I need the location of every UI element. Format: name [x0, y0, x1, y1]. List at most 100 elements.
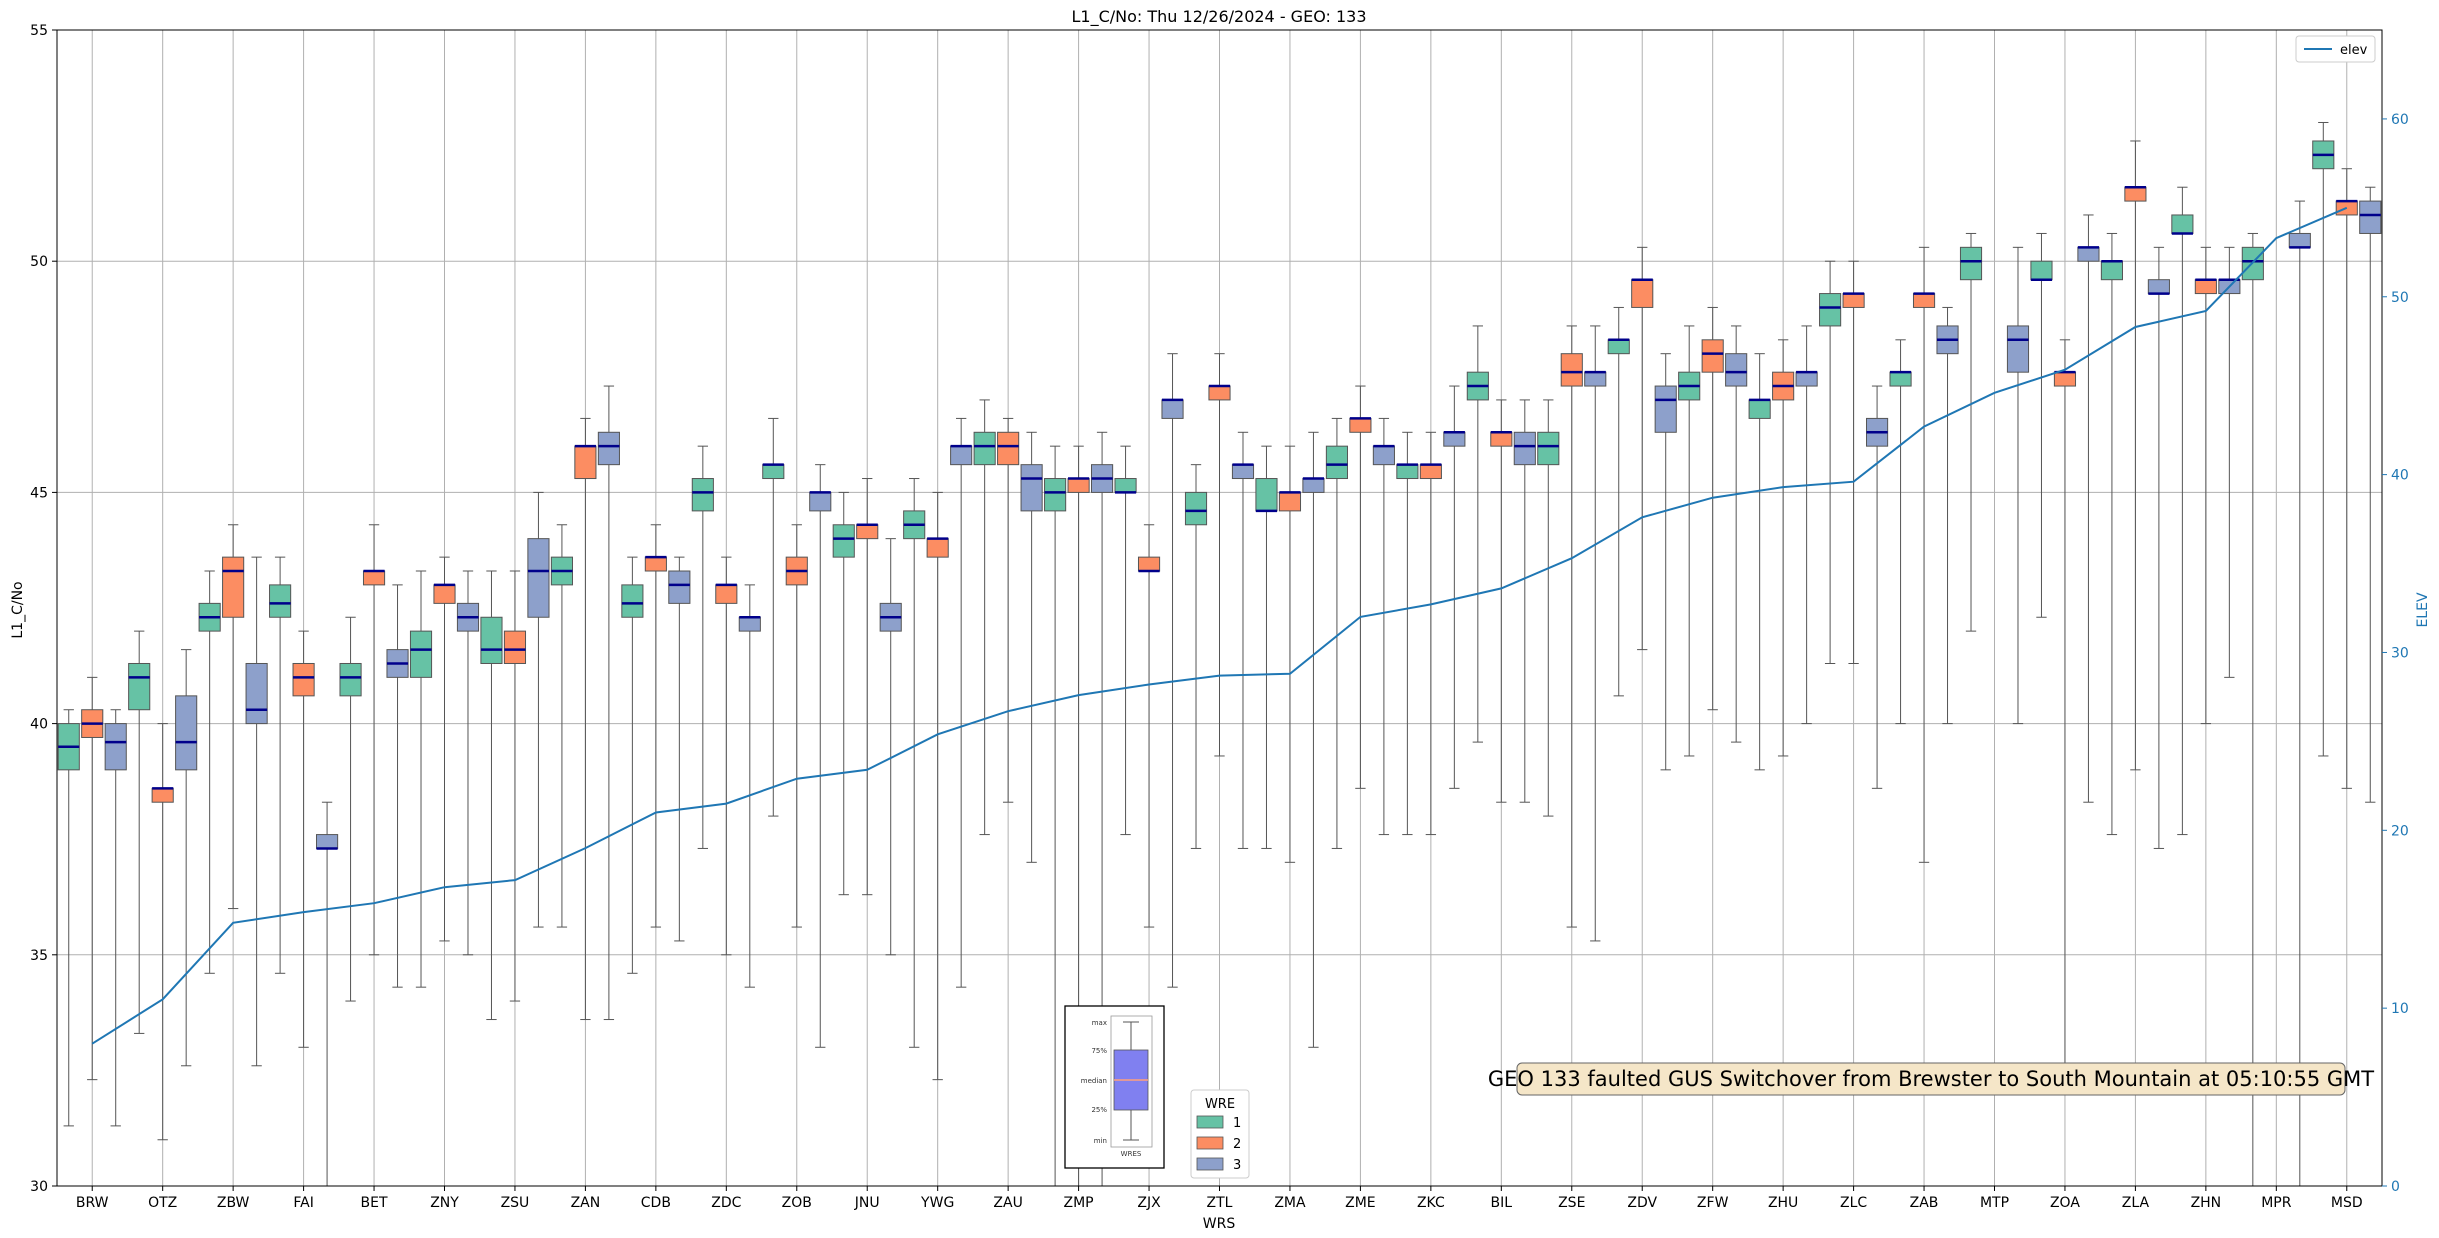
box-iqr	[2053, 371, 2077, 387]
box-plot-zfw-wre3	[1725, 325, 1748, 743]
box-plot-cdb-wre3	[668, 556, 691, 942]
box-iqr	[1325, 445, 1348, 480]
box-plot-zan-wre1	[550, 524, 573, 928]
box-iqr	[1819, 293, 1842, 327]
inset-label-4: min	[1094, 1137, 1107, 1145]
box-plot-mtp-wre3	[2006, 246, 2030, 725]
y-tick-label: 30	[30, 1179, 48, 1195]
box-plot-zob-wre3	[809, 464, 832, 1048]
box-iqr	[128, 662, 151, 711]
box-iqr	[621, 584, 644, 618]
x-tick-label-bil: BIL	[1491, 1195, 1513, 1211]
box-plot-cdb-wre2	[644, 524, 667, 928]
box-plot-brw-wre3	[104, 709, 127, 1127]
wre-legend-swatch-1	[1196, 1115, 1224, 1129]
box-iqr	[1560, 353, 1583, 387]
box-iqr	[1419, 464, 1442, 480]
box-plot-zhu-wre3	[1795, 325, 1818, 725]
box-iqr	[738, 616, 761, 632]
box-plot-zse-wre3	[1584, 325, 1607, 942]
wre-legend-swatch-2	[1196, 1136, 1224, 1150]
box-plot-zdc-wre2	[715, 556, 738, 956]
box-plot-ztl-wre1	[1184, 464, 1208, 849]
box-iqr	[1208, 385, 1231, 401]
box-iqr	[1443, 431, 1466, 447]
box-iqr	[104, 723, 127, 771]
box-iqr	[1725, 353, 1748, 387]
x-tick-label-zmp: ZMP	[1064, 1195, 1094, 1211]
wre-legend-label-1: 1	[1233, 1116, 1241, 1131]
box-plot-zme-wre2	[1349, 385, 1372, 789]
box-plot-zdc-wre1	[691, 445, 714, 849]
box-iqr	[1537, 431, 1560, 466]
y2-tick-label: 30	[2391, 645, 2409, 661]
box-iqr	[2006, 325, 2030, 373]
box-plot-zlc-wre3	[1866, 385, 1889, 789]
box-iqr	[2030, 260, 2053, 281]
box-iqr	[1114, 478, 1137, 493]
x-tick-label-zhn: ZHN	[2191, 1195, 2222, 1211]
box-plot-msd-wre3	[2359, 186, 2382, 803]
inset-xlabel: WRES	[1121, 1150, 1142, 1158]
y-axis-label: L1_C/No	[10, 581, 26, 638]
box-iqr	[1889, 371, 1912, 387]
box-iqr	[1044, 478, 1067, 512]
x-tick-label-jnu: JNU	[854, 1195, 880, 1211]
box-iqr	[1631, 279, 1654, 308]
box-plot-jnu-wre3	[879, 538, 902, 956]
x-tick-label-zla: ZLA	[2122, 1195, 2150, 1211]
elev-series-line	[91, 206, 2348, 1045]
box-plot-bil-wre3	[1513, 399, 1536, 803]
x-tick-label-zan: ZAN	[571, 1195, 601, 1211]
box-iqr	[809, 491, 832, 512]
inset-label-0: max	[1092, 1019, 1107, 1027]
wre-legend-swatch-3	[1196, 1157, 1224, 1171]
x-tick-label-zjx: ZJX	[1137, 1195, 1161, 1211]
y-tick-label: 40	[30, 717, 48, 733]
box-iqr	[1067, 478, 1090, 493]
x-tick-label-zoa: ZOA	[2050, 1195, 2080, 1211]
y2-tick-label: 10	[2391, 1001, 2409, 1017]
x-tick-label-mtp: MTP	[1980, 1195, 2009, 1211]
box-iqr	[433, 584, 456, 604]
box-plot-brw-wre1	[57, 709, 80, 1127]
wre-legend-frame	[1190, 1089, 1250, 1179]
box-plot-zbw-wre2	[222, 524, 245, 910]
box-iqr	[1513, 431, 1536, 466]
box-iqr	[269, 584, 292, 618]
box-iqr	[245, 662, 268, 725]
inset-label-1: 75%	[1091, 1047, 1107, 1055]
box-plot-zse-wre1	[1537, 399, 1560, 817]
box-iqr	[832, 524, 855, 558]
box-iqr	[1584, 371, 1607, 387]
box-iqr	[1396, 464, 1419, 480]
box-plot-zsu-wre1	[480, 570, 503, 1021]
box-plot-zob-wre1	[762, 417, 785, 817]
box-plot-zob-wre2	[785, 524, 808, 928]
box-plot-ywg-wre1	[903, 478, 926, 1048]
box-plot-zbw-wre3	[245, 556, 268, 1067]
box-iqr	[1912, 293, 1936, 308]
box-iqr	[292, 662, 315, 697]
box-plot-zau-wre1	[973, 399, 996, 836]
box-plot-brw-wre2	[81, 676, 104, 1081]
box-plot-zdc-wre3	[738, 584, 761, 988]
box-iqr	[151, 787, 174, 803]
box-iqr	[1959, 246, 1983, 281]
box-plot-ywg-wre2	[926, 491, 949, 1081]
box-iqr	[1278, 491, 1302, 512]
box-iqr	[762, 464, 785, 480]
x-tick-label-zme: ZME	[1345, 1195, 1376, 1211]
box-plot-zma-wre2	[1278, 445, 1302, 863]
x-tick-label-zfw: ZFW	[1697, 1195, 1729, 1211]
box-plot-zbw-wre1	[198, 570, 221, 974]
y2-axis-label: ELEV	[2415, 592, 2431, 627]
box-plot-bet-wre1	[339, 616, 362, 1002]
elev-layer	[91, 206, 2348, 1045]
box-iqr	[926, 538, 949, 558]
box-iqr	[1842, 293, 1865, 308]
x-tick-label-zlc: ZLC	[1840, 1195, 1867, 1211]
box-plot-zkc-wre2	[1419, 431, 1442, 836]
box-iqr	[1302, 478, 1325, 493]
box-plot-zny-wre3	[456, 570, 480, 956]
